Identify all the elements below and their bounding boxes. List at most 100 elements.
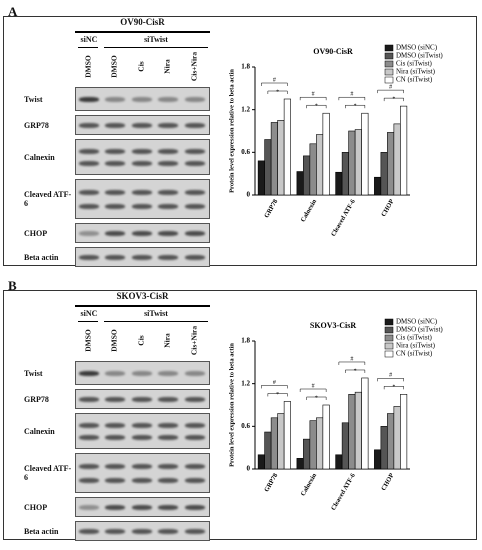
band — [79, 423, 99, 428]
significance-label: # — [389, 373, 392, 379]
band — [158, 231, 178, 236]
significance-bracket — [383, 97, 404, 102]
legend-swatch — [384, 326, 394, 334]
band — [105, 397, 125, 402]
band — [132, 435, 152, 440]
significance-bracket — [306, 396, 327, 400]
lane-label: DMSO — [109, 329, 119, 352]
band — [132, 149, 152, 154]
significance-bracket — [267, 393, 288, 397]
significance-label: * — [315, 104, 318, 110]
lane-label: DMSO — [109, 55, 119, 78]
band — [105, 505, 125, 510]
bar — [361, 377, 369, 470]
legend-label: Cis (siTwist) — [396, 334, 433, 342]
band — [132, 477, 152, 483]
band — [105, 464, 125, 470]
blot-strip — [75, 247, 210, 267]
band — [79, 371, 99, 376]
legend-label: Nira (siTwist) — [396, 68, 436, 76]
band — [158, 423, 178, 428]
significance-label: * — [354, 104, 357, 110]
band — [79, 529, 99, 534]
lane-label: Cis — [136, 61, 146, 72]
legend-label: DMSO (siTwist) — [396, 52, 443, 60]
band — [158, 477, 178, 483]
significance-label: * — [392, 96, 395, 102]
significance-label: * — [276, 89, 279, 95]
y-axis-label: Protein level expression relative to bet… — [228, 69, 235, 193]
blot-strip — [75, 223, 210, 243]
significance-bracket — [377, 378, 404, 382]
chart-title: SKOV3-CisR — [310, 321, 356, 330]
band — [158, 505, 178, 510]
band — [158, 255, 178, 260]
chart-title: OV90-CisR — [313, 47, 353, 56]
significance-label: # — [350, 92, 353, 98]
legend-label: DMSO (siNC) — [396, 44, 438, 52]
band — [185, 477, 205, 483]
legend-label: DMSO (siNC) — [396, 318, 438, 326]
band — [158, 371, 178, 376]
legend-label: Nira (siTwist) — [396, 342, 436, 350]
panel-label: A — [8, 4, 18, 19]
legend-swatch — [384, 60, 394, 68]
significance-bracket — [338, 361, 366, 365]
band — [132, 97, 152, 102]
band — [185, 123, 205, 128]
bar — [400, 105, 408, 196]
protein-label: Calnexin — [24, 152, 55, 162]
legend-label: Cis (siTwist) — [396, 60, 433, 68]
lane-label: Nira — [162, 333, 172, 348]
legend-swatch — [384, 334, 394, 342]
legend-label: DMSO (siTwist) — [396, 326, 443, 334]
lane-label: Nira — [162, 59, 172, 74]
band — [132, 371, 152, 376]
band — [79, 435, 99, 440]
legend-label: CN (siTwist) — [396, 76, 433, 84]
band — [105, 97, 125, 102]
significance-label: * — [315, 395, 318, 401]
significance-bracket — [267, 90, 288, 94]
significance-label: # — [273, 380, 276, 386]
bar — [322, 112, 330, 196]
band — [185, 397, 205, 402]
band — [79, 149, 99, 154]
band — [79, 464, 99, 470]
protein-label: Calnexin — [24, 426, 55, 436]
band — [185, 505, 205, 510]
blot-strip — [75, 115, 210, 135]
protein-label: GRP78 — [24, 120, 49, 130]
band — [132, 231, 152, 236]
band — [79, 190, 99, 196]
y-tick-label: 1.2 — [241, 105, 250, 113]
significance-bracket — [299, 388, 327, 392]
band — [158, 203, 178, 209]
band — [185, 529, 205, 534]
band — [132, 255, 152, 260]
protein-label: Twist — [24, 368, 43, 378]
significance-label: # — [312, 383, 315, 389]
significance-bracket — [345, 104, 366, 109]
significance-label: * — [276, 392, 279, 398]
blot-strip — [75, 413, 210, 449]
blot-strip — [75, 87, 210, 111]
group-line — [78, 47, 98, 48]
group-label: siTwist — [144, 309, 168, 318]
legend-swatch — [384, 318, 394, 326]
y-tick-label: 1.8 — [241, 63, 250, 71]
band — [185, 149, 205, 154]
bar — [361, 112, 369, 196]
significance-bracket — [299, 96, 327, 101]
band — [79, 397, 99, 402]
significance-bracket — [261, 82, 288, 86]
lane-label: Cis+Nira — [189, 51, 199, 82]
blot-strip — [75, 453, 210, 493]
blot-strip — [75, 521, 210, 541]
band — [132, 464, 152, 470]
band — [158, 161, 178, 166]
band — [132, 397, 152, 402]
bar — [283, 98, 291, 196]
